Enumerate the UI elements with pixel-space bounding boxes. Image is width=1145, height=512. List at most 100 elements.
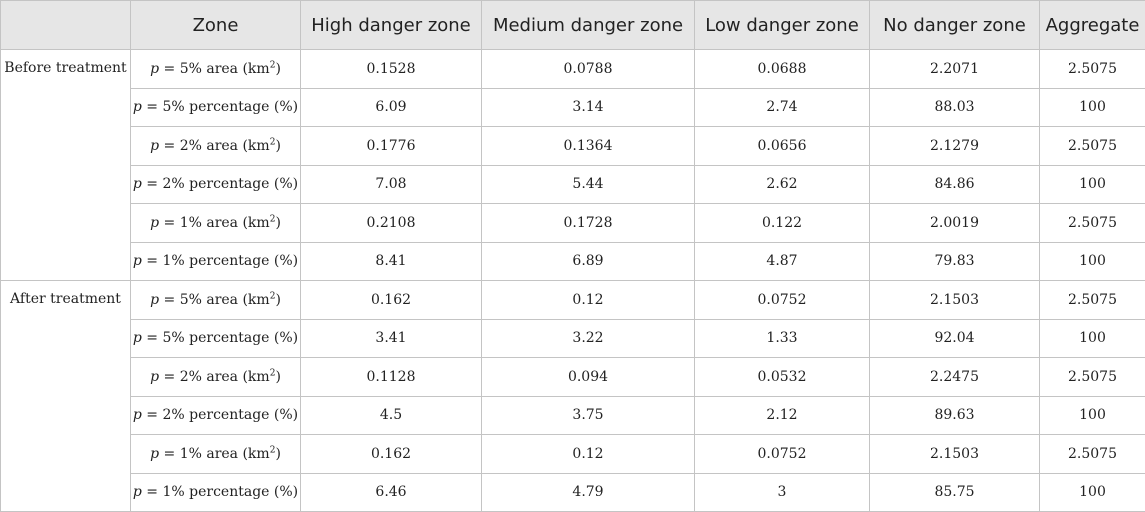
no-danger-value: 2.0019	[870, 204, 1040, 243]
high-danger-value: 8.41	[301, 242, 482, 281]
row-label-variable: p	[150, 61, 159, 77]
high-danger-value: 3.41	[301, 319, 482, 358]
no-danger-value: 92.04	[870, 319, 1040, 358]
no-danger-value: 2.2475	[870, 358, 1040, 397]
header-cell-blank	[1, 1, 131, 50]
row-label: p = 1% percentage (%)	[131, 242, 301, 281]
row-label-text: = 2% percentage (%)	[142, 407, 298, 423]
medium-danger-value: 4.79	[482, 473, 695, 512]
low-danger-value: 0.122	[695, 204, 870, 243]
row-label-variable: p	[150, 292, 159, 308]
row-label-variable: p	[133, 330, 142, 346]
row-label-text: = 1% percentage (%)	[142, 484, 298, 500]
group-label: Before treatment	[1, 50, 131, 281]
aggregate-value: 2.5075	[1040, 204, 1145, 243]
row-label-variable: p	[133, 407, 142, 423]
header-cell-high-danger: High danger zone	[301, 1, 482, 50]
row-label-variable: p	[150, 215, 159, 231]
row-label-text: = 2% area (km	[159, 138, 270, 154]
row-label-text: = 2% percentage (%)	[142, 176, 298, 192]
aggregate-value: 100	[1040, 88, 1145, 127]
medium-danger-value: 3.22	[482, 319, 695, 358]
no-danger-value: 2.1279	[870, 127, 1040, 166]
high-danger-value: 4.5	[301, 396, 482, 435]
aggregate-value: 2.5075	[1040, 127, 1145, 166]
low-danger-value: 1.33	[695, 319, 870, 358]
no-danger-value: 2.1503	[870, 281, 1040, 320]
row-label-text: = 2% area (km	[159, 369, 270, 385]
header-cell-medium-danger: Medium danger zone	[482, 1, 695, 50]
aggregate-value: 100	[1040, 242, 1145, 281]
row-label-variable: p	[150, 138, 159, 154]
group-label: After treatment	[1, 281, 131, 512]
aggregate-value: 2.5075	[1040, 281, 1145, 320]
low-danger-value: 2.74	[695, 88, 870, 127]
no-danger-value: 88.03	[870, 88, 1040, 127]
low-danger-value: 3	[695, 473, 870, 512]
row-label-tail: )	[275, 292, 280, 308]
row-label-text: = 5% percentage (%)	[142, 99, 298, 115]
aggregate-value: 100	[1040, 396, 1145, 435]
row-label: p = 2% percentage (%)	[131, 396, 301, 435]
medium-danger-value: 0.094	[482, 358, 695, 397]
high-danger-value: 0.1128	[301, 358, 482, 397]
low-danger-value: 2.12	[695, 396, 870, 435]
row-label-text: = 1% percentage (%)	[142, 253, 298, 269]
row-label-variable: p	[133, 484, 142, 500]
low-danger-value: 4.87	[695, 242, 870, 281]
row-label: p = 1% percentage (%)	[131, 473, 301, 512]
header-row: Zone High danger zone Medium danger zone…	[1, 1, 1145, 50]
row-label-tail: )	[275, 61, 280, 77]
no-danger-value: 89.63	[870, 396, 1040, 435]
row-label: p = 5% percentage (%)	[131, 88, 301, 127]
aggregate-value: 2.5075	[1040, 358, 1145, 397]
no-danger-value: 85.75	[870, 473, 1040, 512]
row-label-variable: p	[150, 446, 159, 462]
row-label-variable: p	[133, 176, 142, 192]
row-label: p = 2% area (km2)	[131, 127, 301, 166]
medium-danger-value: 0.12	[482, 281, 695, 320]
row-label-tail: )	[275, 369, 280, 385]
header-cell-zone: Zone	[131, 1, 301, 50]
row-label: p = 1% area (km2)	[131, 204, 301, 243]
row-label-variable: p	[150, 369, 159, 385]
row-label-tail: )	[275, 138, 280, 154]
medium-danger-value: 3.75	[482, 396, 695, 435]
medium-danger-value: 5.44	[482, 165, 695, 204]
low-danger-value: 0.0532	[695, 358, 870, 397]
medium-danger-value: 0.12	[482, 435, 695, 474]
high-danger-value: 0.162	[301, 435, 482, 474]
header-cell-aggregate: Aggregate	[1040, 1, 1145, 50]
header-cell-low-danger: Low danger zone	[695, 1, 870, 50]
low-danger-value: 0.0656	[695, 127, 870, 166]
no-danger-value: 2.1503	[870, 435, 1040, 474]
low-danger-value: 2.62	[695, 165, 870, 204]
medium-danger-value: 6.89	[482, 242, 695, 281]
no-danger-value: 79.83	[870, 242, 1040, 281]
aggregate-value: 2.5075	[1040, 435, 1145, 474]
no-danger-value: 2.2071	[870, 50, 1040, 89]
high-danger-value: 6.46	[301, 473, 482, 512]
aggregate-value: 100	[1040, 165, 1145, 204]
medium-danger-value: 0.1364	[482, 127, 695, 166]
high-danger-value: 0.1776	[301, 127, 482, 166]
aggregate-value: 2.5075	[1040, 50, 1145, 89]
high-danger-value: 7.08	[301, 165, 482, 204]
row-label-text: = 1% area (km	[159, 446, 270, 462]
row-label-text: = 5% area (km	[159, 292, 270, 308]
row-label-variable: p	[133, 99, 142, 115]
medium-danger-value: 0.1728	[482, 204, 695, 243]
row-label-text: = 5% area (km	[159, 61, 270, 77]
row-label: p = 1% area (km2)	[131, 435, 301, 474]
row-label-tail: )	[275, 446, 280, 462]
